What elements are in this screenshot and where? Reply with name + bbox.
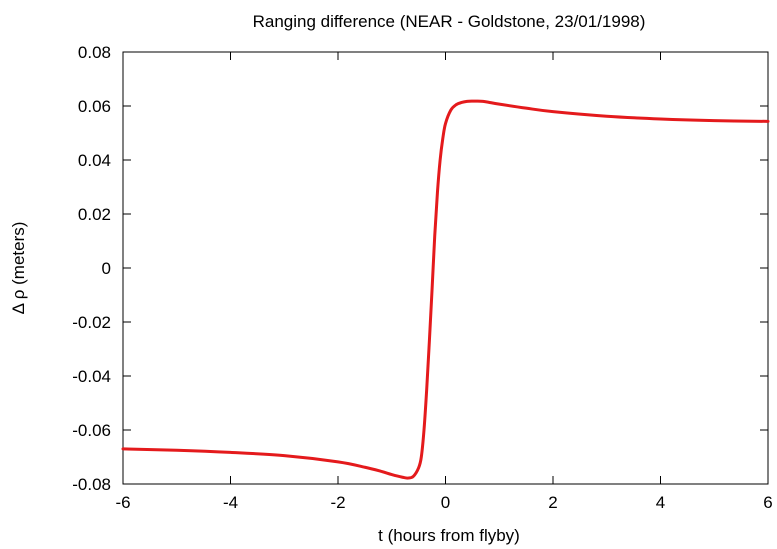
y-axis-label: Δ ρ (meters) [9, 222, 28, 315]
chart-title: Ranging difference (NEAR - Goldstone, 23… [253, 12, 646, 31]
y-tick-label: -0.08 [72, 475, 111, 494]
x-tick-label: 0 [441, 493, 450, 512]
series-line [121, 99, 770, 480]
y-tick-label: -0.02 [72, 313, 111, 332]
x-tick-label: -6 [115, 493, 130, 512]
x-tick-label: 4 [656, 493, 665, 512]
x-axis-label: t (hours from flyby) [378, 526, 520, 545]
y-ticks: 0.08 0.06 0.04 0.02 0 -0.02 -0.04 -0.06 -0.08 [72, 43, 768, 494]
y-tick-label: -0.06 [72, 421, 111, 440]
y-tick-label: -0.04 [72, 367, 111, 386]
x-ticks: -6 -4 -2 0 2 4 6 [115, 52, 773, 512]
y-tick-label: 0.02 [78, 205, 111, 224]
x-tick-label: -4 [223, 493, 238, 512]
y-tick-label: 0.04 [78, 151, 111, 170]
x-tick-label: 2 [548, 493, 557, 512]
plot-frame [122, 51, 769, 485]
y-tick-label: 0.08 [78, 43, 111, 62]
x-tick-label: 6 [763, 493, 772, 512]
y-tick-label: 0 [102, 259, 111, 278]
x-tick-label: -2 [330, 493, 345, 512]
y-tick-label: 0.06 [78, 97, 111, 116]
